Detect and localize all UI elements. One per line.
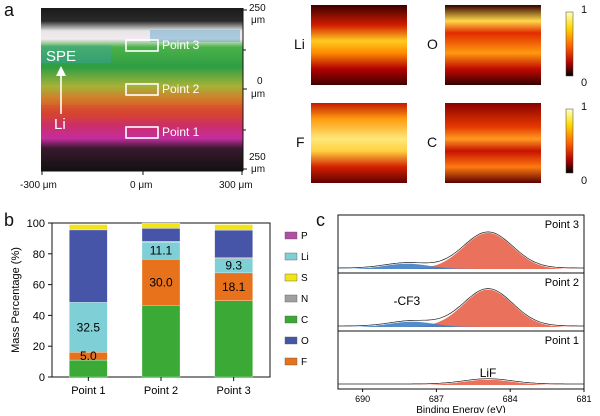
x-tick-label: 684: [503, 394, 518, 404]
peak-fill: [338, 232, 584, 269]
y-tick-label: 80: [33, 249, 45, 261]
data-label: 9.3: [225, 259, 242, 273]
subplot-frame: [337, 330, 585, 390]
point2-label: Point 2: [162, 82, 200, 96]
panel-b-chart: 0 20 40 60 80 100 Mass Percentage (%) Point 1 32…: [10, 218, 309, 397]
x-tick-label: 681: [576, 394, 591, 404]
bar-segment-O: [69, 229, 108, 303]
y-unit-mid: μm: [251, 89, 266, 100]
data-label: 11.1: [150, 244, 173, 258]
o-map-label: O: [427, 36, 438, 52]
legend-swatch-P: [284, 231, 298, 240]
legend-swatch-N: [284, 294, 298, 303]
point1-label: Point 1: [162, 125, 200, 139]
panel-a-label: a: [4, 0, 15, 20]
bar-segment-S: [214, 224, 253, 231]
li-label: Li: [54, 116, 66, 133]
spectrum-line: [338, 378, 584, 385]
panel-b-label: b: [4, 210, 15, 230]
spectrum-line: [338, 288, 584, 327]
data-label: 30.0: [149, 275, 173, 289]
f-map-label: F: [296, 134, 305, 150]
scale-top-min: 0: [581, 77, 588, 89]
legend-swatch-Li: [284, 252, 298, 261]
bar-segment-F: [141, 259, 181, 306]
f-map: [311, 103, 407, 183]
y-tick-label: 20: [33, 341, 45, 353]
x-axis-label: Binding Energy (eV): [416, 405, 506, 413]
data-label: 5.0: [80, 349, 97, 363]
x-tick-right: 300 μm: [219, 180, 253, 191]
legend-label-P: P: [301, 231, 308, 242]
spe-label: SPE: [46, 48, 77, 65]
panel-c-label: c: [316, 210, 325, 230]
bar-segment-O: [141, 228, 181, 242]
scale-bar-top: [565, 11, 574, 77]
legend-swatch-C: [284, 315, 298, 324]
peak-annotation: LiF: [480, 366, 497, 380]
y-tick-bottom: 250: [249, 152, 266, 163]
y-tick-label: 40: [33, 310, 45, 322]
peak-fill: [338, 263, 584, 269]
y-tick-label: 0: [39, 372, 45, 384]
x-tick-label: 687: [429, 394, 444, 404]
bar-segment-C: [141, 305, 181, 378]
subplot-title: Point 1: [545, 335, 579, 347]
data-label: 32.5: [77, 320, 101, 334]
element-maps: [311, 5, 574, 183]
li-map-label: Li: [294, 36, 305, 52]
legend-label-O: O: [301, 336, 309, 347]
legend-label-S: S: [301, 273, 308, 284]
scale-top-max: 1: [581, 4, 588, 16]
y-tick-top: 250: [249, 3, 266, 14]
y-unit-top: μm: [251, 15, 266, 26]
subplot-title: Point 3: [545, 219, 579, 231]
point3-label: Point 3: [162, 38, 200, 52]
bar-segment-F: [214, 272, 253, 301]
y-unit-bottom: μm: [251, 164, 266, 175]
peak-annotation: -CF3: [394, 294, 421, 308]
legend-swatch-O: [284, 336, 298, 345]
legend-label-Li: Li: [301, 252, 309, 263]
scale-bottom-min: 0: [581, 175, 588, 187]
scale-bottom-max: 1: [581, 101, 588, 113]
x-tick-mid: 0 μm: [130, 180, 153, 191]
chemical-map-image: [41, 8, 243, 171]
x-tick-left: -300 μm: [20, 180, 57, 191]
spectrum-line: [338, 231, 584, 269]
subplot-title: Point 2: [545, 277, 579, 289]
peak-fill: [338, 379, 584, 385]
bar-segment-Li: [69, 302, 108, 353]
legend-swatch-S: [284, 273, 298, 282]
bar-segment-O: [214, 229, 253, 258]
c-map-label: C: [427, 134, 438, 150]
x-tick-label: Point 2: [144, 385, 178, 397]
x-tick-label: Point 3: [217, 385, 251, 397]
li-map: [311, 5, 407, 85]
peak-fill: [338, 289, 584, 327]
peak-fill: [338, 321, 584, 327]
y-tick-mid: 0: [257, 76, 263, 87]
panel-c-chart: Point 3 Point 2 -CF3 Point 1 LiF 690 687 684 681…: [337, 214, 592, 413]
point3-box: [125, 39, 159, 52]
point2-box: [125, 83, 159, 96]
panel-a-map: [41, 8, 247, 175]
c-map: [445, 103, 541, 183]
y-tick-label: 100: [27, 218, 45, 230]
x-tick-label: Point 1: [71, 385, 105, 397]
legend-label-F: F: [301, 357, 307, 368]
bar-segment-S: [69, 224, 108, 231]
legend-swatch-F: [284, 357, 298, 366]
legend-label-C: C: [301, 315, 308, 326]
scale-bar-bottom: [565, 108, 574, 174]
o-map: [445, 5, 541, 85]
x-tick-label: 690: [355, 394, 370, 404]
bar-segment-C: [214, 300, 253, 378]
y-axis-label: Mass Percentage (%): [10, 247, 22, 353]
point1-box: [125, 126, 159, 139]
data-label: 18.1: [222, 280, 246, 294]
bar-segment-S: [141, 222, 181, 229]
legend-label-N: N: [301, 294, 308, 305]
y-tick-label: 60: [33, 280, 45, 292]
